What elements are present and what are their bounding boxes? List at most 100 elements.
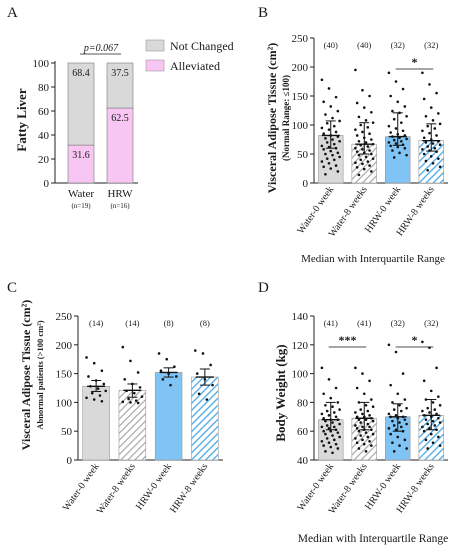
panel-b-data-point: [332, 124, 336, 128]
panel-b-count-label: (32): [391, 40, 405, 50]
panel-b-data-point: [329, 149, 333, 153]
panel-d-data-point: [359, 434, 363, 437]
panel-d-data-point: [401, 372, 405, 375]
panel-c-data-point: [100, 399, 104, 403]
panel-b-data-point: [392, 117, 396, 121]
panel-d-data-point: [438, 421, 442, 424]
panel-b-ytick-label: 150: [292, 91, 309, 103]
panel-d-ytick-label: 140: [292, 311, 309, 323]
panel-c-data-point: [140, 395, 144, 398]
panel-d-data-point: [334, 428, 338, 432]
panel-b-data-point: [324, 173, 327, 176]
panel-b-data-point: [370, 138, 373, 141]
panel-b-data-point: [431, 142, 435, 145]
panel-c-ytick-label: 150: [56, 369, 73, 381]
panel-d-data-point: [364, 431, 368, 434]
panel-d-data-point: [354, 411, 357, 414]
panel-d-data-point: [428, 411, 431, 414]
panel-d-data-point: [327, 441, 331, 445]
panel-b-data-point: [329, 105, 333, 108]
panel-b-data-point: [324, 113, 327, 116]
panel-b-ytick-label: 50: [297, 149, 309, 161]
panel-d-data-point: [392, 450, 396, 453]
panel-b-data-point: [431, 161, 435, 165]
panel-b-data-point: [422, 152, 426, 156]
panel-d-data-point: [387, 343, 391, 347]
panel-b-data-point: [428, 83, 431, 86]
panel-d-data-point: [371, 405, 375, 409]
panel-c-data-point: [136, 401, 140, 405]
panel-d-data-point: [355, 415, 359, 419]
panel-b-data-point: [389, 94, 392, 98]
legend-swatch-alleviated: [145, 59, 165, 72]
panel-b-data-point: [329, 167, 333, 170]
panel-b-data-point: [368, 94, 371, 98]
panel-b-data-point: [322, 165, 325, 169]
panel-b-data-point: [428, 131, 431, 135]
panel-d-data-point: [336, 431, 340, 434]
panel-d-data-point: [355, 386, 359, 390]
panel-d-data-point: [324, 403, 327, 407]
panel-d-data-point: [405, 422, 408, 426]
panel-c-bar: [191, 376, 219, 461]
panel-d-data-point: [368, 439, 371, 443]
panel-d-data-point: [435, 412, 438, 416]
panel-b-data-point: [364, 155, 368, 159]
panel-label-c: C: [7, 280, 17, 296]
panel-d-data-point: [331, 434, 334, 437]
panel-d-data-point: [394, 350, 398, 354]
panel-d-data-point: [332, 411, 336, 414]
panel-d-data-point: [421, 425, 424, 429]
panel-b-data-point: [336, 109, 340, 113]
panel-d-data-point: [338, 422, 341, 426]
panel-b-data-point: [355, 101, 359, 105]
panel-b-data-point: [334, 95, 338, 99]
panel-d-data-point: [405, 447, 408, 450]
panel-c-x-category-label: HRW-8 weeks: [168, 461, 210, 515]
panel-d-data-point: [362, 442, 366, 446]
panel-b-data-point: [370, 110, 373, 114]
panel-b-data-point: [424, 115, 428, 118]
panel-c-data-point: [100, 369, 104, 373]
panel-a-ytick-label: 100: [33, 58, 50, 70]
panel-b-data-point: [336, 151, 340, 155]
panel-d-data-point: [370, 428, 373, 432]
panel-c-data-point: [169, 383, 172, 387]
panel-b-data-point: [331, 138, 334, 141]
legend-swatch-not-changed: [145, 39, 165, 52]
panel-d-data-point: [361, 372, 364, 375]
panel-d-data-point: [359, 421, 363, 424]
panel-d-data-point: [401, 429, 405, 433]
panel-c-count-label: (8): [200, 318, 210, 328]
panel-b-count-label: (32): [424, 40, 438, 50]
panel-b-ytick-label: 200: [292, 62, 309, 74]
panel-d-data-point: [364, 403, 368, 407]
panel-d-data-point: [359, 408, 363, 411]
panel-a-legend: Not Changed Alleviated: [145, 39, 234, 73]
panel-b-data-point: [438, 165, 442, 169]
panel-label-b: B: [258, 5, 268, 21]
panel-d-data-point: [389, 432, 392, 436]
panel-d-data-point: [355, 427, 359, 430]
panel-c-data-point: [121, 400, 125, 404]
panel-b-data-point: [334, 164, 338, 167]
panel-b-data-point: [359, 158, 363, 162]
panel-b-data-point: [355, 150, 359, 153]
panel-d-data-point: [426, 447, 430, 450]
panel-d-data-point: [438, 403, 442, 407]
panel-b-data-point: [331, 153, 334, 157]
panel-b-data-point: [371, 157, 375, 160]
panel-c-data-point: [134, 399, 138, 402]
panel-b-data-point: [332, 142, 336, 146]
panel-b-data-point: [361, 148, 364, 151]
panel-b-data-point: [368, 132, 371, 135]
panel-c-data-point: [205, 398, 209, 401]
panel-d-ylabel: Body Weight (kg): [273, 344, 288, 441]
panel-b-data-point: [391, 149, 394, 152]
panel-d-data-point: [354, 366, 357, 370]
panel-b-data-point: [421, 148, 424, 151]
panel-c-data-point: [92, 398, 96, 401]
panel-d-ytick-label: 80: [297, 397, 309, 409]
panel-d-data-point: [438, 444, 442, 447]
